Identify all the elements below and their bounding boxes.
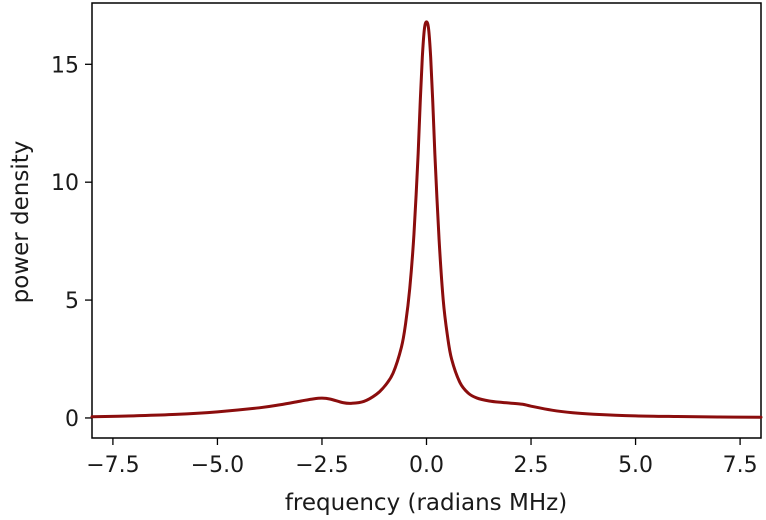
x-axis-ticks: −7.5 −5.0 −2.5 0.0 2.5 5.0 7.5 — [86, 438, 758, 478]
series-line — [90, 20, 763, 419]
x-tick-label: 7.5 — [723, 453, 758, 478]
x-axis-label: frequency (radians MHz) — [285, 490, 567, 516]
x-tick-label: 0.0 — [409, 453, 444, 478]
x-tick-label: 2.5 — [514, 453, 549, 478]
y-tick-label: 15 — [51, 53, 79, 78]
y-axis-label: power density — [8, 141, 34, 304]
y-tick-label: 0 — [65, 407, 79, 432]
x-tick-label: −5.0 — [191, 453, 244, 478]
x-tick-label: −7.5 — [86, 453, 139, 478]
x-tick-label: −2.5 — [295, 453, 348, 478]
x-tick-label: 5.0 — [618, 453, 653, 478]
y-axis-ticks: 0 5 10 15 — [51, 53, 92, 432]
y-tick-label: 5 — [65, 289, 79, 314]
y-tick-label: 10 — [51, 171, 79, 196]
plot-frame — [91, 2, 762, 439]
